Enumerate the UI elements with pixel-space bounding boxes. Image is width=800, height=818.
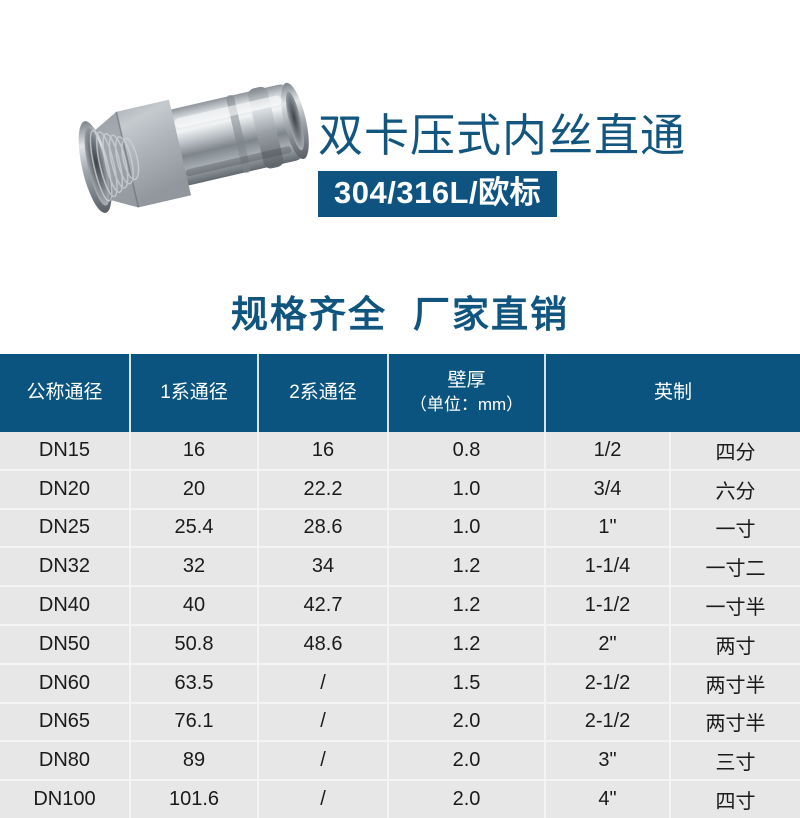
cell-nominal-diameter: DN65: [0, 702, 131, 743]
cell-chinese-size: 一寸: [670, 508, 800, 549]
cell-wall-thickness: 0.8: [388, 432, 546, 471]
cell-chinese-size: 六分: [670, 469, 800, 510]
hero-section: 双卡压式内丝直通 304/316L/欧标 规格齐全 厂家直销: [0, 0, 800, 354]
cell-series2-diameter: /: [258, 780, 389, 818]
cell-wall-thickness: 1.5: [388, 663, 546, 704]
cell-series2-diameter: 22.2: [258, 469, 389, 510]
cell-imperial-size: 2-1/2: [545, 702, 671, 743]
cell-chinese-size: 两寸半: [670, 702, 800, 743]
page-title: 双卡压式内丝直通: [318, 110, 687, 161]
cell-nominal-diameter: DN100: [0, 780, 131, 818]
cell-imperial-size: 2": [545, 624, 671, 665]
cell-chinese-size: 一寸二: [670, 547, 800, 588]
cell-wall-thickness: 2.0: [388, 702, 546, 743]
cell-nominal-diameter: DN32: [0, 547, 131, 588]
subtitle-right-text: 厂家直销: [413, 294, 569, 335]
cell-wall-thickness: 1.2: [388, 586, 546, 626]
header-wall-thickness: 壁厚 （单位：mm）: [388, 354, 546, 432]
cell-series1-diameter: 101.6: [130, 780, 259, 818]
cell-series1-diameter: 89: [130, 741, 259, 782]
cell-nominal-diameter: DN15: [0, 432, 131, 471]
cell-series2-diameter: /: [258, 741, 389, 782]
table-row: DN100 101.6/2.0 4" 四寸: [0, 780, 800, 818]
specification-table: 公称通径 1系通径 2系通径 壁厚 （单位：mm） 英制 DN15 16 16 0.8…: [0, 354, 800, 818]
header-nominal-diameter: 公称通径: [0, 354, 131, 432]
header-imperial: 英制: [545, 354, 800, 432]
cell-series2-diameter: 34: [258, 547, 389, 588]
subtitle-left-text: 规格齐全: [231, 294, 387, 335]
cell-wall-thickness: 1.0: [388, 508, 546, 549]
cell-wall-thickness: 2.0: [388, 780, 546, 818]
cell-chinese-size: 两寸: [670, 624, 800, 665]
cell-series1-diameter: 16: [130, 432, 259, 471]
cell-series2-diameter: 28.6: [258, 508, 389, 549]
header-series2-diameter: 2系通径: [258, 354, 389, 432]
cell-imperial-size: 1-1/2: [545, 586, 671, 626]
cell-series1-diameter: 50.8: [130, 624, 259, 665]
cell-imperial-size: 3/4: [545, 469, 671, 510]
cell-series1-diameter: 63.5: [130, 663, 259, 704]
table-header-row: 公称通径 1系通径 2系通径 壁厚 （单位：mm） 英制: [0, 354, 800, 432]
headline-block: 双卡压式内丝直通 304/316L/欧标: [318, 112, 788, 217]
cell-series2-diameter: /: [258, 702, 389, 743]
cell-series2-diameter: 48.6: [258, 624, 389, 665]
cell-imperial-size: 1-1/4: [545, 547, 671, 588]
table-row: DN20 20 22.2 1.0 3/4 六分: [0, 469, 800, 510]
cell-series2-diameter: 16: [258, 432, 389, 471]
cell-chinese-size: 一寸半: [670, 586, 800, 626]
cell-wall-thickness: 1.2: [388, 624, 546, 665]
cell-chinese-size: 两寸半: [670, 663, 800, 704]
table-body: DN15 16 16 0.8 1/2 四分 DN20 20 22.2 1.0 3/4 六分 DN25 25…: [0, 432, 800, 818]
cell-nominal-diameter: DN20: [0, 469, 131, 510]
cell-chinese-size: 四分: [670, 432, 800, 471]
table-row: DN60 63.5/1.5 2-1/2 两寸半: [0, 663, 800, 704]
table-row: DN25 25.4 28.6 1.0 1" 一寸: [0, 508, 800, 549]
cell-chinese-size: 三寸: [670, 741, 800, 782]
material-standard-badge: 304/316L/欧标: [318, 170, 558, 217]
cell-series1-diameter: 20: [130, 469, 259, 510]
cell-imperial-size: 2-1/2: [545, 663, 671, 704]
cell-imperial-size: 3": [545, 741, 671, 782]
cell-imperial-size: 4": [545, 780, 671, 818]
cell-nominal-diameter: DN50: [0, 624, 131, 665]
cell-nominal-diameter: DN60: [0, 663, 131, 704]
cell-nominal-diameter: DN40: [0, 586, 131, 626]
header-series1-diameter: 1系通径: [130, 354, 259, 432]
cell-series1-diameter: 76.1: [130, 702, 259, 743]
cell-nominal-diameter: DN25: [0, 508, 131, 549]
cell-nominal-diameter: DN80: [0, 741, 131, 782]
table-row: DN40 40 42.7 1.2 1-1/2 一寸半: [0, 586, 800, 626]
table-row: DN15 16 16 0.8 1/2 四分: [0, 432, 800, 471]
cell-series1-diameter: 25.4: [130, 508, 259, 549]
product-photo: [34, 46, 334, 284]
cell-chinese-size: 四寸: [670, 780, 800, 818]
cell-wall-thickness: 2.0: [388, 741, 546, 782]
cell-imperial-size: 1/2: [545, 432, 671, 471]
cell-wall-thickness: 1.0: [388, 469, 546, 510]
cell-series1-diameter: 40: [130, 586, 259, 626]
cell-series1-diameter: 32: [130, 547, 259, 588]
cell-imperial-size: 1": [545, 508, 671, 549]
cell-wall-thickness: 1.2: [388, 547, 546, 588]
table-row: DN32 32 34 1.2 1-1/4 一寸二: [0, 547, 800, 588]
table-row: DN80 89/2.0 3" 三寸: [0, 741, 800, 782]
cell-series2-diameter: 42.7: [258, 586, 389, 626]
cell-series2-diameter: /: [258, 663, 389, 704]
marketing-subtitle: 规格齐全 厂家直销: [0, 284, 800, 338]
table-row: DN65 76.1/2.0 2-1/2 两寸半: [0, 702, 800, 743]
table-row: DN50 50.8 48.6 1.2 2" 两寸: [0, 624, 800, 665]
